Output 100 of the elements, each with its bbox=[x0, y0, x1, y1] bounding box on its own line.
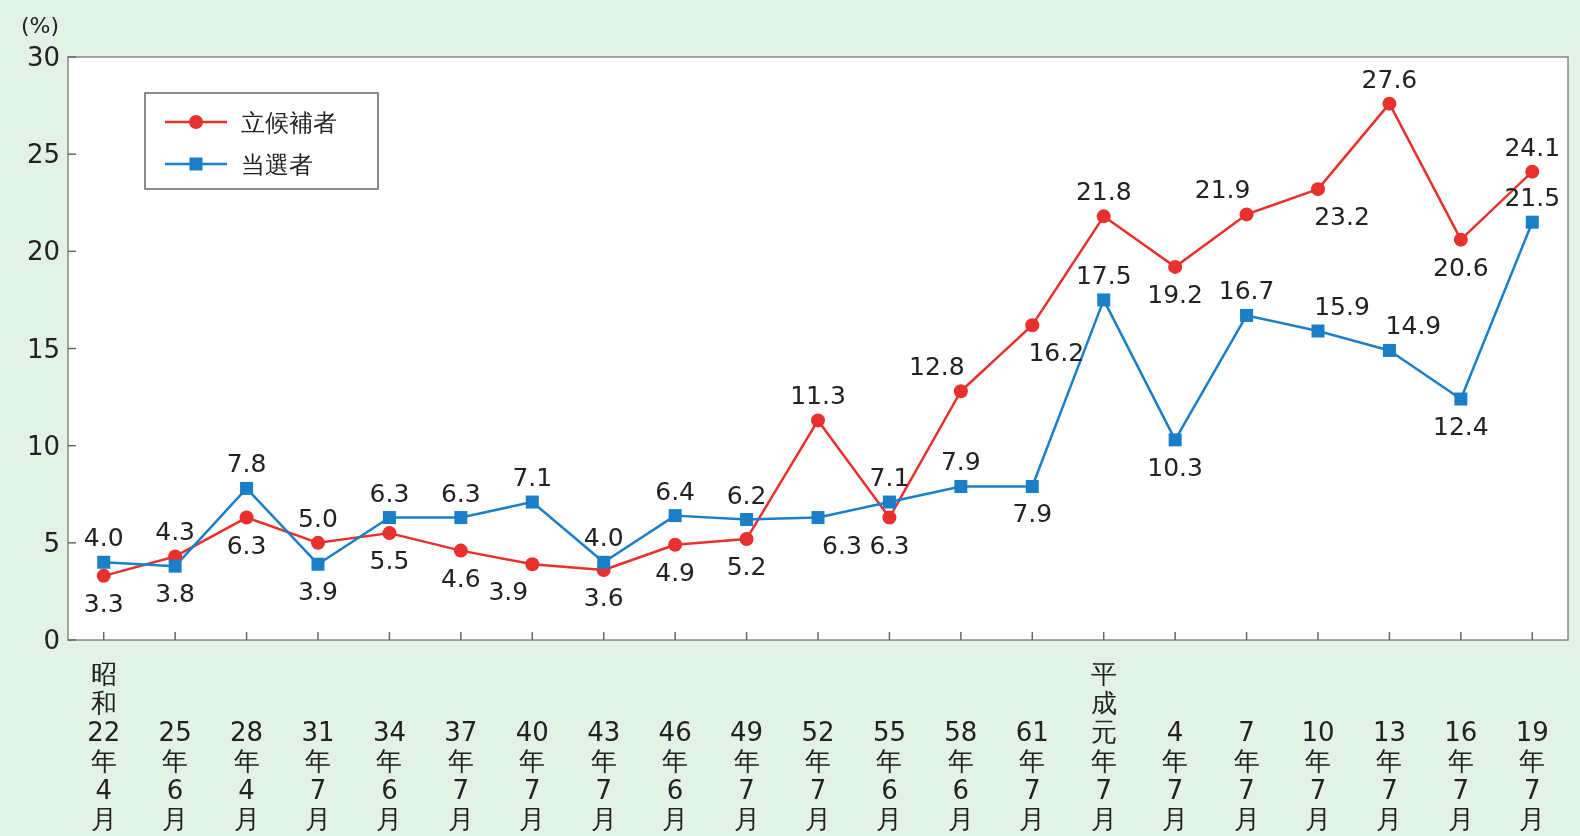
x-tick-label: 25年6月 bbox=[158, 717, 192, 834]
data-label: 27.6 bbox=[1361, 64, 1418, 94]
data-label: 21.8 bbox=[1075, 177, 1132, 207]
data-label: 6.3 bbox=[369, 478, 410, 508]
y-tick-label: 0 bbox=[43, 625, 60, 655]
y-tick-label: 15 bbox=[26, 333, 60, 364]
point bbox=[1168, 433, 1182, 447]
legend-label: 立候補者 bbox=[241, 109, 337, 137]
point bbox=[811, 413, 825, 428]
data-label: 21.5 bbox=[1504, 183, 1561, 213]
data-label: 17.5 bbox=[1075, 260, 1132, 290]
data-label: 15.9 bbox=[1314, 292, 1370, 322]
point bbox=[311, 535, 325, 550]
data-label: 4.9 bbox=[655, 557, 696, 587]
point bbox=[1453, 232, 1468, 247]
point bbox=[1025, 318, 1040, 333]
y-tick-label: 20 bbox=[26, 236, 60, 267]
x-tick-label: 55年6月 bbox=[872, 717, 906, 834]
point bbox=[668, 509, 682, 523]
y-axis-title: (%) bbox=[20, 13, 60, 38]
x-tick-label: 10年7月 bbox=[1301, 717, 1335, 834]
x-tick-label: 7年7月 bbox=[1233, 717, 1260, 834]
y-tick-label: 5 bbox=[43, 527, 60, 558]
data-label: 3.3 bbox=[83, 588, 124, 618]
x-tick-label: 13年7月 bbox=[1372, 717, 1406, 834]
data-label: 6.4 bbox=[655, 476, 696, 506]
data-label: 3.9 bbox=[488, 577, 529, 607]
point bbox=[953, 384, 968, 399]
data-label: 7.9 bbox=[940, 447, 981, 477]
point bbox=[811, 511, 825, 525]
point bbox=[1311, 324, 1325, 338]
x-tick-label: 46年6月 bbox=[658, 717, 692, 834]
data-label: 21.9 bbox=[1194, 175, 1251, 205]
data-label: 23.2 bbox=[1314, 202, 1370, 232]
point bbox=[453, 543, 468, 558]
data-label: 11.3 bbox=[790, 381, 846, 411]
point bbox=[1525, 215, 1539, 229]
point bbox=[525, 495, 539, 509]
data-label: 5.2 bbox=[726, 551, 767, 581]
data-label: 6.3 bbox=[869, 530, 910, 560]
point bbox=[525, 557, 540, 572]
point bbox=[1382, 343, 1396, 357]
data-label: 7.9 bbox=[1012, 499, 1053, 529]
y-tick-label: 30 bbox=[26, 42, 60, 72]
data-label: 3.6 bbox=[583, 583, 624, 613]
point bbox=[168, 559, 182, 573]
point bbox=[1311, 182, 1325, 197]
point bbox=[382, 511, 396, 525]
x-tick-label: 16年7月 bbox=[1444, 717, 1478, 834]
data-label: 7.1 bbox=[512, 463, 553, 493]
point bbox=[1025, 479, 1039, 493]
data-label: 14.9 bbox=[1385, 311, 1442, 341]
data-label: 7.1 bbox=[869, 463, 910, 493]
x-tick-label: 58年6月 bbox=[944, 717, 978, 834]
y-tick-label: 25 bbox=[26, 139, 60, 170]
point bbox=[882, 510, 897, 525]
x-tick-label: 31年7月 bbox=[301, 717, 335, 834]
point bbox=[311, 557, 325, 571]
data-label: 3.8 bbox=[155, 579, 196, 609]
point bbox=[97, 555, 111, 569]
x-tick-label: 37年7月 bbox=[444, 717, 478, 834]
point bbox=[240, 481, 254, 495]
point bbox=[1525, 164, 1540, 179]
point bbox=[1240, 308, 1254, 322]
x-tick-label: 28年4月 bbox=[230, 717, 264, 834]
data-label: 4.0 bbox=[583, 523, 624, 553]
x-tick-label: 61年7月 bbox=[1015, 717, 1049, 834]
y-tick-label: 10 bbox=[26, 430, 60, 461]
data-label: 16.7 bbox=[1218, 276, 1275, 306]
data-label: 5.0 bbox=[298, 503, 338, 533]
x-tick-label: 34年6月 bbox=[372, 717, 406, 834]
point bbox=[1382, 96, 1397, 111]
data-label: 4.3 bbox=[155, 517, 196, 547]
data-label: 6.3 bbox=[226, 530, 267, 560]
x-tick-label: 昭和22年4月 bbox=[87, 659, 121, 834]
x-tick-label: 43年7月 bbox=[587, 717, 621, 834]
x-tick-label: 52年7月 bbox=[801, 717, 835, 834]
point bbox=[882, 495, 896, 509]
data-label: 24.1 bbox=[1504, 132, 1561, 162]
x-tick-label: 49年7月 bbox=[730, 717, 764, 834]
point bbox=[1168, 259, 1183, 274]
point bbox=[740, 513, 754, 527]
point bbox=[239, 510, 254, 525]
data-label: 5.5 bbox=[369, 546, 410, 576]
data-label: 12.4 bbox=[1433, 412, 1489, 442]
data-label: 16.2 bbox=[1028, 338, 1085, 368]
data-label: 7.8 bbox=[226, 449, 267, 479]
point bbox=[1097, 293, 1111, 307]
data-label: 20.6 bbox=[1433, 252, 1489, 282]
point bbox=[1096, 209, 1111, 224]
data-label: 4.6 bbox=[440, 563, 481, 593]
point bbox=[739, 531, 754, 546]
data-label: 4.0 bbox=[83, 523, 124, 553]
data-label: 6.3 bbox=[440, 478, 481, 508]
data-label: 6.2 bbox=[726, 480, 767, 510]
x-tick-label: 40年7月 bbox=[515, 717, 549, 834]
point bbox=[668, 537, 683, 552]
x-tick-label: 4年7月 bbox=[1162, 717, 1189, 834]
point bbox=[454, 511, 468, 525]
data-label: 6.3 bbox=[822, 530, 862, 560]
